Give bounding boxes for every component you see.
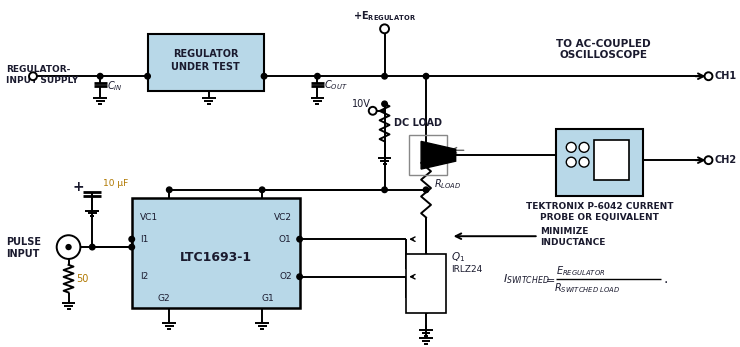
Text: VC2: VC2 xyxy=(274,213,292,222)
Bar xyxy=(594,141,630,180)
Bar xyxy=(556,129,643,196)
Text: G1: G1 xyxy=(262,294,275,303)
Text: $R_{SWITCHED\ LOAD}$: $R_{SWITCHED\ LOAD}$ xyxy=(554,282,621,295)
Text: I2: I2 xyxy=(140,272,148,281)
Text: UNDER TEST: UNDER TEST xyxy=(172,62,240,72)
Text: G2: G2 xyxy=(157,294,169,303)
Text: +: + xyxy=(73,180,84,194)
Text: IRLZ24: IRLZ24 xyxy=(451,265,482,274)
Circle shape xyxy=(129,244,135,250)
Circle shape xyxy=(382,101,387,107)
Text: 50: 50 xyxy=(76,274,89,284)
Circle shape xyxy=(66,245,71,249)
Circle shape xyxy=(259,187,265,193)
Text: $.$: $.$ xyxy=(663,272,668,286)
Text: O1: O1 xyxy=(279,235,292,244)
Circle shape xyxy=(145,74,150,79)
Text: REGULATOR-: REGULATOR- xyxy=(7,65,71,74)
Text: $Q_1$: $Q_1$ xyxy=(451,250,465,264)
Bar xyxy=(132,198,300,308)
Text: LTC1693-1: LTC1693-1 xyxy=(180,252,252,264)
Polygon shape xyxy=(421,142,456,169)
Text: REGULATOR: REGULATOR xyxy=(173,50,238,59)
Text: CH2: CH2 xyxy=(714,155,736,165)
Circle shape xyxy=(314,74,320,79)
Circle shape xyxy=(566,142,576,152)
Circle shape xyxy=(129,236,135,242)
Text: INPUT SUPPLY: INPUT SUPPLY xyxy=(7,76,78,85)
Circle shape xyxy=(57,235,81,259)
Circle shape xyxy=(579,142,589,152)
Text: INPUT: INPUT xyxy=(7,249,40,259)
Text: OSCILLOSCOPE: OSCILLOSCOPE xyxy=(560,50,648,60)
Text: $R_{LOAD}$: $R_{LOAD}$ xyxy=(434,177,462,191)
Text: $I_{SWITCHED}$: $I_{SWITCHED}$ xyxy=(503,272,550,286)
Circle shape xyxy=(98,74,103,79)
Bar xyxy=(406,254,445,313)
Circle shape xyxy=(380,24,389,33)
Bar xyxy=(147,34,264,91)
Circle shape xyxy=(704,72,713,80)
Circle shape xyxy=(369,107,377,115)
Circle shape xyxy=(566,157,576,167)
Text: $C_{IN}$: $C_{IN}$ xyxy=(107,79,123,93)
Text: $E_{REGULATOR}$: $E_{REGULATOR}$ xyxy=(556,264,606,278)
Text: CH1: CH1 xyxy=(714,71,736,81)
Text: TEKTRONIX P-6042 CURRENT: TEKTRONIX P-6042 CURRENT xyxy=(526,202,673,211)
Circle shape xyxy=(423,74,428,79)
Text: VC1: VC1 xyxy=(140,213,158,222)
Circle shape xyxy=(382,187,387,193)
Bar xyxy=(409,135,447,175)
Circle shape xyxy=(166,187,172,193)
Circle shape xyxy=(261,74,267,79)
Text: I1: I1 xyxy=(140,235,148,244)
Text: MINIMIZE: MINIMIZE xyxy=(541,227,589,236)
Text: +E$_{\mathregular{REGULATOR}}$: +E$_{\mathregular{REGULATOR}}$ xyxy=(353,9,416,23)
Text: $=$: $=$ xyxy=(542,274,555,284)
Circle shape xyxy=(297,274,303,279)
Text: DC LOAD: DC LOAD xyxy=(394,118,443,128)
Circle shape xyxy=(90,244,95,250)
Circle shape xyxy=(423,187,428,193)
Circle shape xyxy=(382,74,387,79)
Text: O2: O2 xyxy=(279,272,292,281)
Text: PULSE: PULSE xyxy=(7,237,41,247)
Text: 10V: 10V xyxy=(352,99,371,109)
Text: TO AC-COUPLED: TO AC-COUPLED xyxy=(556,39,651,49)
Text: PROBE OR EQUIVALENT: PROBE OR EQUIVALENT xyxy=(540,213,659,222)
Text: 10 μF: 10 μF xyxy=(103,179,128,188)
Text: $C_{OUT}$: $C_{OUT}$ xyxy=(324,78,348,92)
Circle shape xyxy=(29,72,37,80)
Circle shape xyxy=(704,156,713,164)
Circle shape xyxy=(297,236,303,242)
Circle shape xyxy=(579,157,589,167)
Text: INDUCTANCE: INDUCTANCE xyxy=(541,238,606,247)
